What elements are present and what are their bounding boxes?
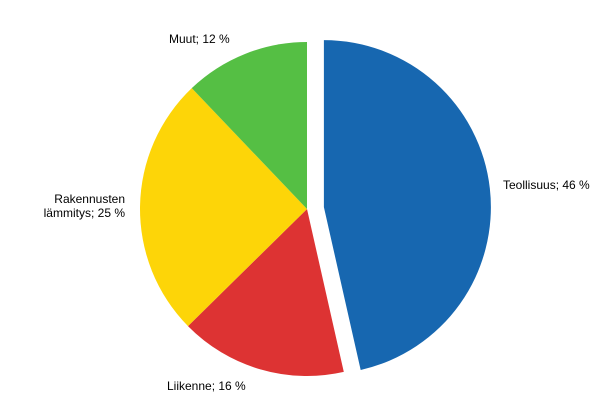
pie-labels: Teollisuus; 46 % Liikenne; 16 % Rakennuste… bbox=[44, 32, 590, 393]
slice-label-liikenne: Liikenne; 16 % bbox=[167, 379, 246, 393]
slice-label-rakennusten-lammitys: Rakennusten lämmitys; 25 % bbox=[44, 192, 126, 220]
pie-slice-rakennusten-lammitys bbox=[140, 88, 307, 327]
slice-label-teollisuus: Teollisuus; 46 % bbox=[503, 178, 590, 192]
pie-slice-teollisuus bbox=[323, 40, 491, 371]
pie-slices bbox=[140, 40, 491, 377]
pie-slice-liikenne bbox=[187, 209, 344, 377]
pie-slice-muut bbox=[191, 42, 307, 209]
slice-label-muut: Muut; 12 % bbox=[169, 32, 230, 46]
